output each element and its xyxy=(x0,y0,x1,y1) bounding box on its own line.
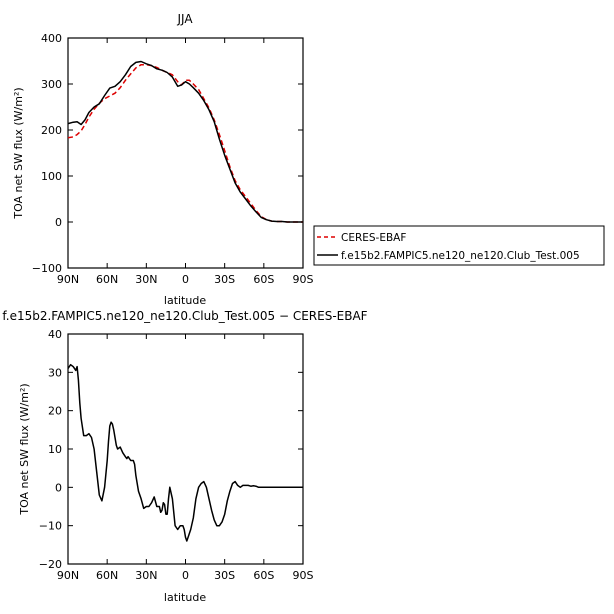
top-y-tick-label: −100 xyxy=(32,262,62,275)
top-plot-frame xyxy=(67,37,304,269)
bottom-series-layer xyxy=(67,363,303,542)
top-y-axis: −100 0 100 200 300 400 xyxy=(32,32,303,275)
bottom-plot-frame xyxy=(67,333,304,565)
top-y-tick-label: 300 xyxy=(41,78,62,91)
bottom-y-tick-label: −20 xyxy=(39,558,62,571)
top-y-tick-label: 0 xyxy=(55,216,62,229)
top-y-tick-label: 100 xyxy=(41,170,62,183)
legend-box xyxy=(313,225,605,266)
bottom-x-axis-label: latitude xyxy=(164,591,206,604)
top-x-tick-label: 0 xyxy=(182,273,189,286)
bottom-x-tick-label: 60S xyxy=(253,569,274,582)
top-x-tick-label: 90N xyxy=(57,273,79,286)
bottom-x-tick-label: 90N xyxy=(57,569,79,582)
bottom-y-tick-label: −10 xyxy=(39,520,62,533)
top-x-axis-label: latitude xyxy=(164,294,206,307)
top-x-tick-label: 60S xyxy=(253,273,274,286)
bottom-x-tick-label: 60N xyxy=(96,569,118,582)
top-x-axis: 90N 60N 30N 0 30S 60S 90S xyxy=(57,38,314,286)
top-series-line-1 xyxy=(67,60,303,223)
bottom-y-tick-label: 30 xyxy=(48,366,62,379)
bottom-series-line-0 xyxy=(67,363,303,542)
legend-label-model: f.e15b2.FAMPIC5.ne120_ne120.Club_Test.00… xyxy=(341,250,580,262)
bottom-panel: f.e15b2.FAMPIC5.ne120_ne120.Club_Test.00… xyxy=(2,309,367,604)
bottom-y-axis: −20 −10 0 10 20 30 40 xyxy=(39,328,303,571)
top-y-axis-label: TOA net SW flux (W/m²) xyxy=(12,87,25,219)
legend: CERES-EBAF f.e15b2.FAMPIC5.ne120_ne120.C… xyxy=(313,225,605,266)
top-x-tick-label: 60N xyxy=(96,273,118,286)
top-y-tick-label: 400 xyxy=(41,32,62,45)
top-x-tick-label: 30S xyxy=(214,273,235,286)
top-x-tick-label: 30N xyxy=(135,273,157,286)
top-y-tick-label: 200 xyxy=(41,124,62,137)
legend-label-ceres: CERES-EBAF xyxy=(341,232,406,244)
top-series-layer xyxy=(67,60,303,223)
top-chart-title: JJA xyxy=(176,12,193,26)
bottom-x-tick-label: 0 xyxy=(182,569,189,582)
bottom-y-tick-label: 40 xyxy=(48,328,62,341)
bottom-x-axis: 90N 60N 30N 0 30S 60S 90S xyxy=(57,334,314,582)
bottom-y-tick-label: 10 xyxy=(48,443,62,456)
bottom-y-axis-label: TOA net SW flux (W/m²) xyxy=(18,383,31,515)
bottom-x-tick-label: 30N xyxy=(135,569,157,582)
top-x-tick-label: 90S xyxy=(293,273,314,286)
bottom-x-tick-label: 90S xyxy=(293,569,314,582)
bottom-y-tick-label: 20 xyxy=(48,405,62,418)
top-series-line-0 xyxy=(67,63,303,223)
bottom-chart-title: f.e15b2.FAMPIC5.ne120_ne120.Club_Test.00… xyxy=(2,309,367,323)
bottom-x-tick-label: 30S xyxy=(214,569,235,582)
bottom-y-tick-label: 0 xyxy=(55,481,62,494)
